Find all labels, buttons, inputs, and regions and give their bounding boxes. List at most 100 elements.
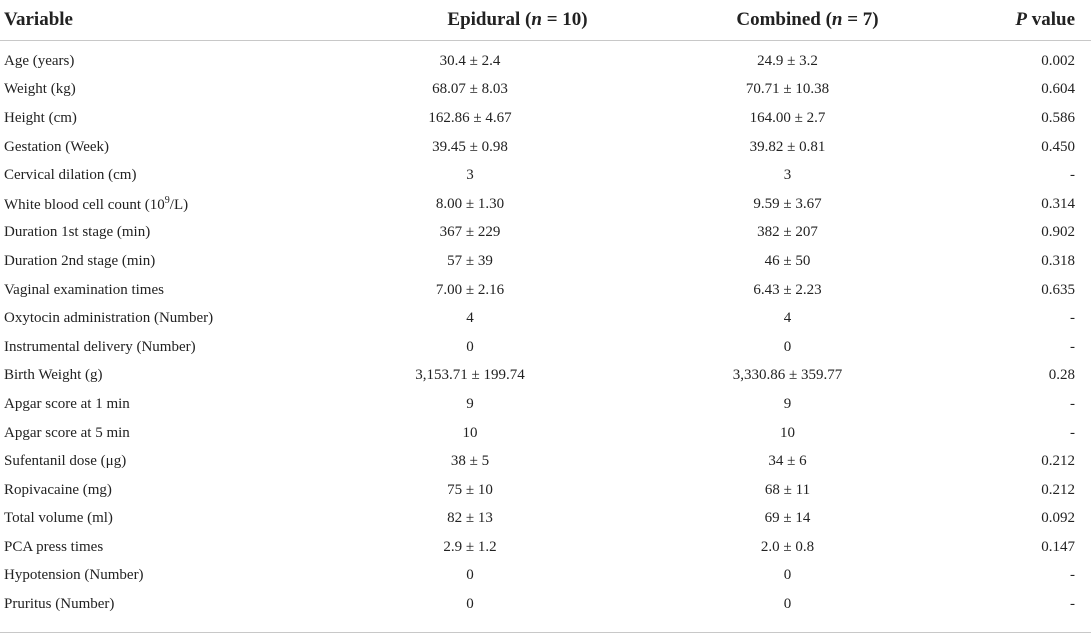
cell-epidural: 0 bbox=[466, 596, 474, 613]
cell-epidural: 57 ± 39 bbox=[447, 252, 493, 269]
cell-combined: 46 ± 50 bbox=[764, 252, 811, 269]
cell-variable: Duration 2nd stage (min) bbox=[4, 252, 156, 269]
cell-p-value: - bbox=[1070, 424, 1075, 441]
cell-p-value: 0.635 bbox=[1041, 281, 1075, 298]
table-row: Hypotension (Number) 0 0 - bbox=[0, 562, 1091, 591]
table-header: Variable Epidural (n = 10) Combined (n =… bbox=[0, 0, 1091, 41]
cell-variable: Birth Weight (g) bbox=[4, 367, 103, 384]
cell-epidural: 0 bbox=[466, 338, 474, 355]
cell-variable: Instrumental delivery (Number) bbox=[4, 338, 196, 355]
cell-combined: 0 bbox=[783, 596, 792, 613]
cell-epidural: 38 ± 5 bbox=[450, 453, 490, 470]
header-epidural-count: = 10) bbox=[541, 9, 588, 30]
cell-variable: Gestation (Week) bbox=[4, 138, 109, 155]
cell-variable: PCA press times bbox=[4, 538, 104, 555]
cell-epidural: 2.9 ± 1.2 bbox=[443, 538, 497, 555]
cell-epidural: 75 ± 10 bbox=[447, 481, 493, 498]
cell-combined: 9.59 ± 3.67 bbox=[753, 195, 822, 212]
cell-variable: Ropivacaine (mg) bbox=[4, 481, 112, 498]
cell-p-value: 0.318 bbox=[1041, 252, 1075, 269]
cell-variable: Oxytocin administration (Number) bbox=[4, 310, 214, 327]
cell-variable: Cervical dilation (cm) bbox=[4, 167, 137, 184]
cell-p-value: 0.450 bbox=[1041, 138, 1075, 155]
cell-variable: White blood cell count (109/L) bbox=[0, 190, 310, 219]
table-row: Total volume (ml) 82 ± 13 69 ± 14 0.092 bbox=[0, 505, 1091, 534]
table-row: Age (years) 30.4 ± 2.4 24.9 ± 3.2 0.002 bbox=[0, 41, 1091, 76]
cell-p-value: 0.002 bbox=[1041, 52, 1075, 69]
table-row: Apgar score at 1 min 9 9 - bbox=[0, 390, 1091, 419]
table-row: Duration 2nd stage (min) 57 ± 39 46 ± 50 0.… bbox=[0, 247, 1091, 276]
header-epidural-label: Epidural ( bbox=[447, 9, 532, 30]
cell-combined: 3 bbox=[783, 167, 792, 184]
header-combined-label: Combined ( bbox=[736, 9, 832, 30]
table-row: Ropivacaine (mg) 75 ± 10 68 ± 11 0.212 bbox=[0, 476, 1091, 505]
cell-combined: 68 ± 11 bbox=[764, 481, 811, 498]
cell-combined: 9 bbox=[783, 395, 792, 412]
header-row: Variable Epidural (n = 10) Combined (n =… bbox=[0, 0, 1091, 41]
table-row: Oxytocin administration (Number) 4 4 - bbox=[0, 304, 1091, 333]
cell-epidural: 8.00 ± 1.30 bbox=[435, 195, 505, 212]
cell-epidural: 7.00 ± 2.16 bbox=[435, 281, 505, 298]
cell-combined: 10 bbox=[780, 424, 795, 441]
table-row: Gestation (Week) 39.45 ± 0.98 39.82 ± 0.81… bbox=[0, 133, 1091, 162]
cell-p-value: 0.28 bbox=[1048, 367, 1075, 384]
cell-p-value: 0.586 bbox=[1041, 109, 1075, 126]
table-row: Duration 1st stage (min) 367 ± 229 382 ± 2… bbox=[0, 219, 1091, 248]
header-p-italic: P bbox=[1015, 9, 1027, 30]
header-combined-n: n bbox=[831, 9, 843, 30]
table-row: PCA press times 2.9 ± 1.2 2.0 ± 0.8 0.147 bbox=[0, 533, 1091, 562]
cell-epidural: 39.45 ± 0.98 bbox=[432, 138, 508, 155]
cell-combined: 164.00 ± 2.7 bbox=[749, 109, 826, 126]
cell-epidural: 367 ± 229 bbox=[439, 224, 501, 241]
cell-variable: Apgar score at 5 min bbox=[4, 424, 130, 441]
table-row: Vaginal examination times 7.00 ± 2.16 6.43… bbox=[0, 276, 1091, 305]
cell-variable: Hypotension (Number) bbox=[4, 567, 144, 584]
cell-p-value: 0.902 bbox=[1041, 224, 1075, 241]
cell-p-value: 0.147 bbox=[1041, 538, 1075, 555]
cell-combined: 3,330.86 ± 359.77 bbox=[732, 367, 843, 384]
table-row: Height (cm) 162.86 ± 4.67 164.00 ± 2.7 0.58… bbox=[0, 104, 1091, 133]
cell-combined: 0 bbox=[783, 567, 792, 584]
cell-combined: 70.71 ± 10.38 bbox=[745, 81, 830, 98]
cell-epidural: 82 ± 13 bbox=[447, 510, 493, 527]
cell-epidural: 68.07 ± 8.03 bbox=[432, 81, 508, 98]
cell-variable: Age (years) bbox=[4, 52, 75, 69]
cell-p-value: - bbox=[1070, 596, 1075, 613]
table-row: Weight (kg) 68.07 ± 8.03 70.71 ± 10.38 0.60… bbox=[0, 76, 1091, 105]
cell-epidural: 0 bbox=[466, 567, 474, 584]
bottom-rule bbox=[0, 632, 1091, 633]
header-combined: Combined (n = 7) bbox=[630, 0, 945, 41]
cell-epidural: 3,153.71 ± 199.74 bbox=[415, 367, 525, 384]
cell-variable: Pruritus (Number) bbox=[4, 596, 115, 613]
cell-combined: 39.82 ± 0.81 bbox=[749, 138, 826, 155]
cell-combined: 382 ± 207 bbox=[757, 224, 818, 241]
cell-combined: 6.43 ± 2.23 bbox=[753, 281, 822, 298]
cell-variable: Apgar score at 1 min bbox=[4, 395, 130, 412]
data-table: Variable Epidural (n = 10) Combined (n =… bbox=[0, 0, 1091, 619]
cell-epidural: 9 bbox=[466, 395, 474, 412]
cell-epidural: 30.4 ± 2.4 bbox=[439, 52, 501, 69]
cell-variable: Duration 1st stage (min) bbox=[4, 224, 151, 241]
header-p-rest: value bbox=[1026, 9, 1075, 30]
cell-epidural: 10 bbox=[462, 424, 478, 441]
header-variable: Variable bbox=[0, 0, 310, 41]
cell-p-value: 0.212 bbox=[1041, 481, 1075, 498]
table-row: Instrumental delivery (Number) 0 0 - bbox=[0, 333, 1091, 362]
table-row: Birth Weight (g) 3,153.71 ± 199.74 3,330.8… bbox=[0, 362, 1091, 391]
cell-p-value: 0.092 bbox=[1041, 510, 1075, 527]
cell-variable-superscript: 9 bbox=[164, 194, 170, 206]
cell-p-value: - bbox=[1070, 338, 1075, 355]
table-row: White blood cell count (109/L) 8.00 ± 1.3… bbox=[0, 190, 1091, 219]
cell-p-value: - bbox=[1070, 167, 1075, 184]
cell-p-value: 0.212 bbox=[1041, 453, 1075, 470]
table-body: Age (years) 30.4 ± 2.4 24.9 ± 3.2 0.002 Weig… bbox=[0, 41, 1091, 619]
cell-variable: Sufentanil dose (μg) bbox=[4, 453, 127, 470]
header-epidural-n: n bbox=[531, 9, 542, 30]
cell-p-value: 0.604 bbox=[1041, 81, 1075, 98]
cell-combined: 69 ± 14 bbox=[764, 510, 811, 527]
cell-epidural: 3 bbox=[466, 167, 474, 184]
cell-variable: Height (cm) bbox=[4, 109, 77, 126]
header-p-value: P value bbox=[945, 0, 1091, 41]
cell-p-value: - bbox=[1070, 310, 1075, 327]
